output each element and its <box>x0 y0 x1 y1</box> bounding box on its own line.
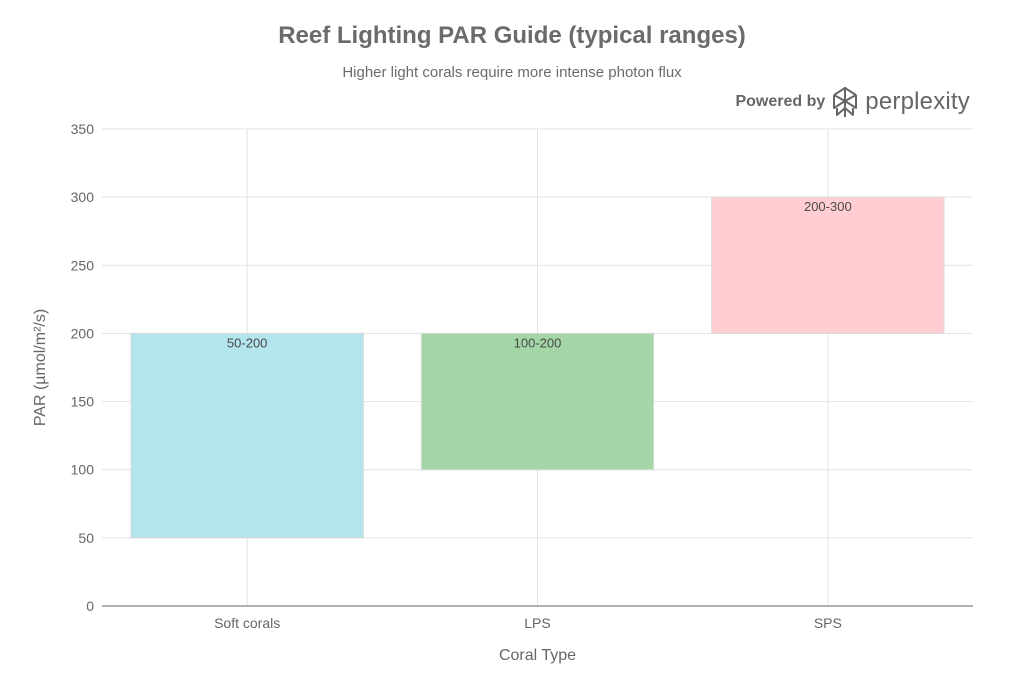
perplexity-logo-icon <box>831 86 859 118</box>
x-tick-label: LPS <box>524 615 550 631</box>
y-tick-label: 300 <box>71 189 95 205</box>
y-tick-label: 200 <box>71 325 95 341</box>
x-axis-ticks: Soft corals LPS SPS <box>214 615 842 631</box>
x-tick-label: SPS <box>814 615 842 631</box>
bar-sps[interactable] <box>711 196 945 334</box>
perplexity-wordmark: perplexity <box>865 88 970 115</box>
bars: 50-200 100-200 200-300 <box>130 196 945 539</box>
y-tick-label: 350 <box>71 121 95 137</box>
chart-subtitle: Higher light corals require more intense… <box>342 64 682 81</box>
y-tick-label: 250 <box>71 257 95 273</box>
y-tick-label: 0 <box>86 598 94 614</box>
bar-data-label: 200-300 <box>804 199 852 214</box>
bar-lps[interactable] <box>420 332 655 471</box>
x-tick-label: Soft corals <box>214 615 280 631</box>
y-tick-label: 50 <box>78 530 94 546</box>
bar-data-label: 50-200 <box>227 335 267 350</box>
bar-data-label: 100-200 <box>514 335 562 350</box>
y-axis-ticks: 0 50 100 150 200 250 300 350 <box>71 121 95 614</box>
x-axis-title: Coral Type <box>499 647 576 664</box>
y-tick-label: 150 <box>71 394 95 410</box>
y-axis-title: PAR (µmol/m²/s) <box>32 309 49 426</box>
powered-by-badge[interactable]: Powered by perplexity <box>735 86 970 118</box>
bar-soft-corals[interactable] <box>130 332 364 539</box>
powered-by-label: Powered by <box>735 93 826 110</box>
y-tick-label: 100 <box>71 462 95 478</box>
chart-title: Reef Lighting PAR Guide (typical ranges) <box>278 22 746 49</box>
